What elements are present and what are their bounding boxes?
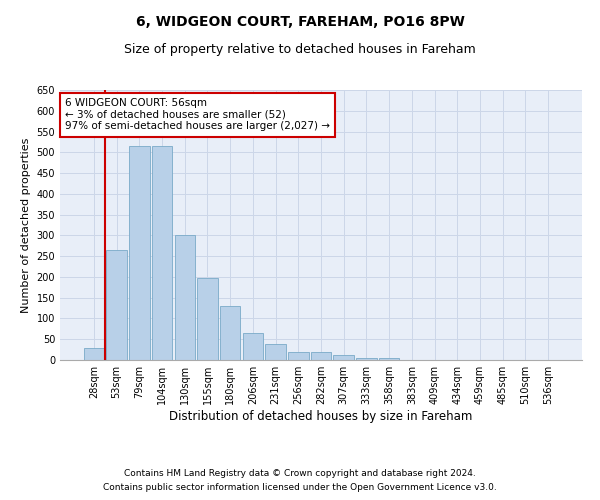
Text: 6, WIDGEON COURT, FAREHAM, PO16 8PW: 6, WIDGEON COURT, FAREHAM, PO16 8PW	[136, 15, 464, 29]
Bar	[197, 278, 218, 360]
Bar	[242, 333, 263, 360]
Bar	[220, 306, 241, 360]
Bar	[288, 352, 308, 360]
Text: Contains HM Land Registry data © Crown copyright and database right 2024.: Contains HM Land Registry data © Crown c…	[124, 468, 476, 477]
Bar	[379, 358, 400, 360]
Bar	[265, 344, 286, 360]
Y-axis label: Number of detached properties: Number of detached properties	[21, 138, 31, 312]
Bar	[356, 358, 377, 360]
Bar	[311, 352, 331, 360]
Text: 6 WIDGEON COURT: 56sqm
← 3% of detached houses are smaller (52)
97% of semi-deta: 6 WIDGEON COURT: 56sqm ← 3% of detached …	[65, 98, 330, 132]
Bar	[84, 348, 104, 360]
Text: Size of property relative to detached houses in Fareham: Size of property relative to detached ho…	[124, 42, 476, 56]
Text: Contains public sector information licensed under the Open Government Licence v3: Contains public sector information licen…	[103, 484, 497, 492]
Bar	[175, 236, 195, 360]
Bar	[106, 250, 127, 360]
Bar	[152, 146, 172, 360]
Bar	[129, 146, 149, 360]
X-axis label: Distribution of detached houses by size in Fareham: Distribution of detached houses by size …	[169, 410, 473, 423]
Bar	[334, 354, 354, 360]
